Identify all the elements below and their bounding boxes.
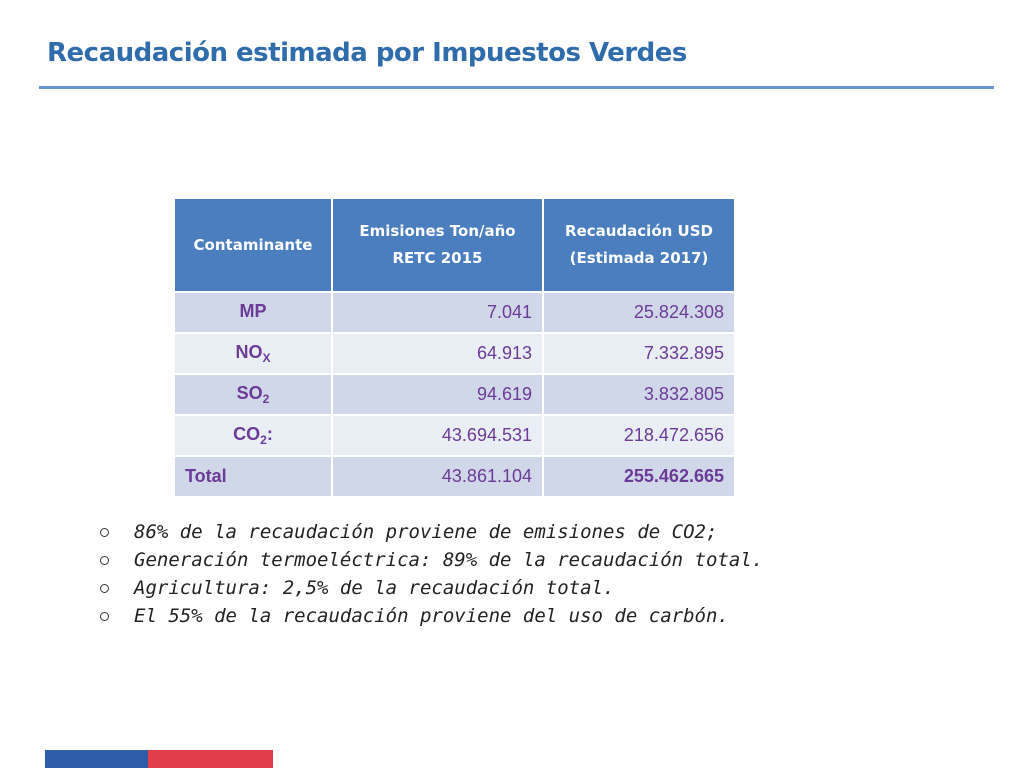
pollutant-subscript: 2 xyxy=(262,392,270,406)
footer-blue-bar xyxy=(45,750,148,768)
total-revenue: 255.462.665 xyxy=(542,455,736,498)
header-pollutant: Contaminante xyxy=(173,197,333,293)
footer-red-bar xyxy=(148,750,273,768)
table-row: NOX 64.913 7.332.895 xyxy=(173,332,736,375)
revenue-cell: 3.832.805 xyxy=(542,373,736,416)
pollutant-cell: NOX xyxy=(173,332,333,375)
table-row: CO2: 43.694.531 218.472.656 xyxy=(173,414,736,457)
bullet-item: El 55% de la recaudación proviene del us… xyxy=(100,602,763,630)
title-underline xyxy=(39,86,994,89)
emissions-table: Contaminante Emisiones Ton/año RETC 2015… xyxy=(173,197,736,498)
circle-bullet-icon xyxy=(100,555,109,565)
revenue-cell: 218.472.656 xyxy=(542,414,736,457)
bullet-text: 86% de la recaudación proviene de emisio… xyxy=(134,521,718,543)
circle-bullet-icon xyxy=(100,583,109,593)
revenue-cell: 7.332.895 xyxy=(542,332,736,375)
table-total-row: Total 43.861.104 255.462.665 xyxy=(173,455,736,498)
slide-title: Recaudación estimada por Impuestos Verde… xyxy=(47,38,687,68)
emissions-cell: 64.913 xyxy=(331,332,544,375)
pollutant-suffix: : xyxy=(266,424,273,444)
revenue-cell: 25.824.308 xyxy=(542,291,736,334)
total-emissions: 43.861.104 xyxy=(331,455,544,498)
pollutant-subscript: X xyxy=(262,351,271,365)
pollutant-cell: MP xyxy=(173,291,333,334)
circle-bullet-icon xyxy=(100,527,109,537)
bullet-text: Generación termoeléctrica: 89% de la rec… xyxy=(134,549,764,571)
pollutant-label: CO xyxy=(233,424,261,444)
bullet-item: Agricultura: 2,5% de la recaudación tota… xyxy=(100,574,763,602)
bullet-item: 86% de la recaudación proviene de emisio… xyxy=(100,518,763,546)
bullet-text: El 55% de la recaudación proviene del us… xyxy=(134,605,729,627)
pollutant-subscript: 2 xyxy=(260,433,267,447)
emissions-cell: 7.041 xyxy=(331,291,544,334)
pollutant-label: NO xyxy=(235,342,263,362)
bullet-list: 86% de la recaudación proviene de emisio… xyxy=(100,518,763,630)
header-emissions: Emisiones Ton/año RETC 2015 xyxy=(331,197,544,293)
pollutant-label: SO xyxy=(236,383,263,403)
bullet-text: Agricultura: 2,5% de la recaudación tota… xyxy=(134,577,615,599)
pollutant-label: MP xyxy=(239,301,267,321)
table-row: SO2 94.619 3.832.805 xyxy=(173,373,736,416)
total-label: Total xyxy=(173,455,333,498)
header-revenue: Recaudación USD (Estimada 2017) xyxy=(542,197,736,293)
circle-bullet-icon xyxy=(100,611,109,621)
pollutant-cell: SO2 xyxy=(173,373,333,416)
table-header-row: Contaminante Emisiones Ton/año RETC 2015… xyxy=(173,197,736,293)
emissions-cell: 94.619 xyxy=(331,373,544,416)
bullet-item: Generación termoeléctrica: 89% de la rec… xyxy=(100,546,763,574)
pollutant-cell: CO2: xyxy=(173,414,333,457)
emissions-cell: 43.694.531 xyxy=(331,414,544,457)
table-row: MP 7.041 25.824.308 xyxy=(173,291,736,334)
